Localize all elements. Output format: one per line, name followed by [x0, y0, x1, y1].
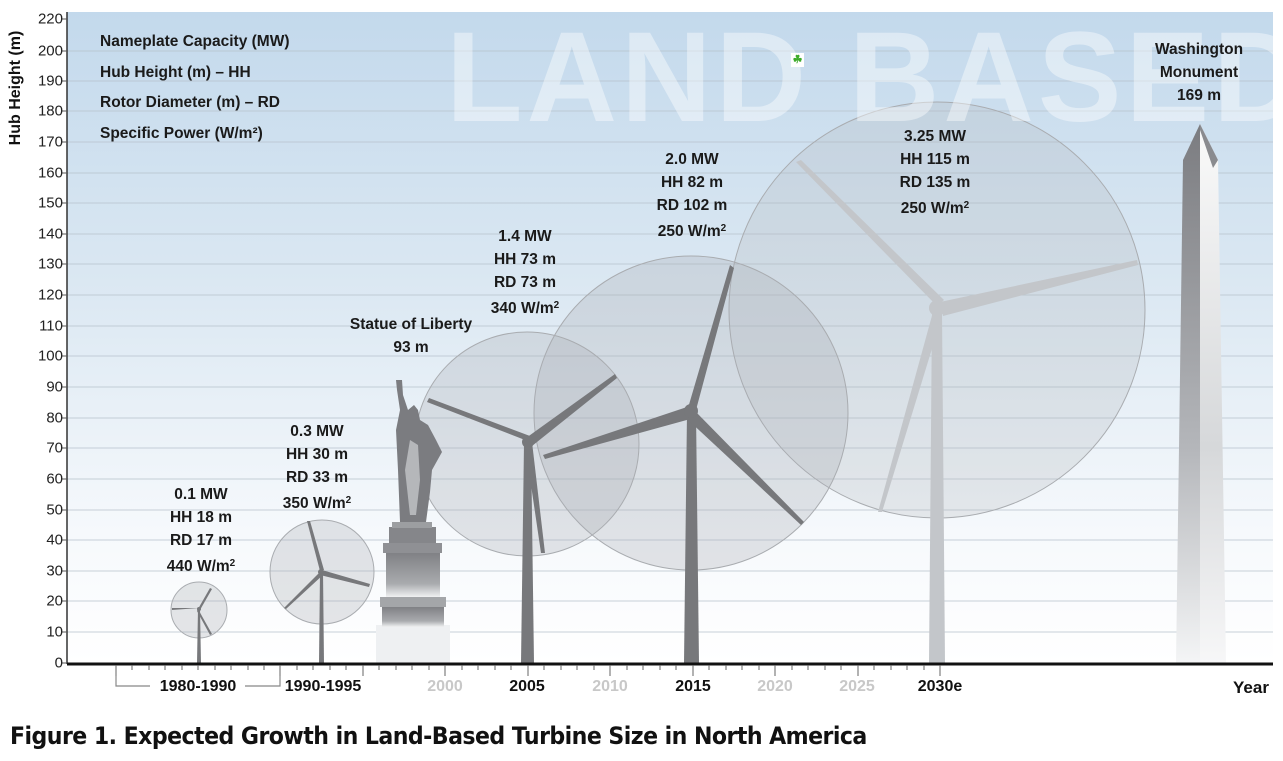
- legend-item-specific-power: Specific Power (W/m²): [100, 124, 263, 142]
- statue-of-liberty-icon: [376, 380, 450, 663]
- turbine-1990-1995-icon: [284, 521, 370, 663]
- figure-caption: Figure 1. Expected Growth in Land-Based …: [10, 722, 867, 750]
- y-tick-label: 0: [54, 654, 63, 672]
- y-tick-label: 170: [37, 133, 63, 151]
- legend: Nameplate Capacity (MW) Hub Height (m) –…: [100, 27, 289, 149]
- y-tick-label: 90: [46, 378, 63, 396]
- y-tick-label: 180: [37, 102, 63, 120]
- period-brackets: [115, 676, 281, 687]
- washington-monument-icon: [1176, 124, 1226, 663]
- turbine-1980-1990-icon: [172, 588, 212, 663]
- y-tick-marks: [61, 18, 67, 664]
- x-tick-marks: [115, 665, 941, 676]
- y-tick-label: 80: [46, 409, 63, 427]
- annotation-washington-monument: Washington Monument 169 m: [1154, 41, 1244, 104]
- y-tick-label: 20: [46, 592, 63, 610]
- y-tick-label: 50: [46, 501, 63, 519]
- x-tick-label: 2020: [757, 678, 793, 695]
- legend-item-capacity: Nameplate Capacity (MW): [100, 33, 290, 50]
- watermark: LAND BASED: [446, 6, 1283, 149]
- y-tick-label: 120: [37, 286, 63, 304]
- x-tick-label: 1980-1990: [159, 678, 237, 695]
- x-tick-label: 2010: [592, 678, 628, 695]
- y-tick-label: 10: [46, 623, 63, 641]
- x-tick-label: 2025: [839, 678, 875, 695]
- x-tick-label: 2000: [427, 678, 463, 695]
- annotation-2015: 2.0 MW HH 82 m RD 102 m 250 W/m2: [656, 151, 728, 240]
- y-tick-label: 200: [37, 42, 63, 60]
- y-tick-label: 110: [39, 317, 63, 335]
- plot-background: [67, 12, 1273, 663]
- annotation-statue-of-liberty: Statue of Liberty 93 m: [349, 316, 473, 356]
- gridlines: [67, 50, 1273, 633]
- x-axis-title: Year: [1233, 678, 1269, 697]
- annotation-1980-1990: 0.1 MW HH 18 m RD 17 m 440 W/m2: [166, 486, 236, 575]
- legend-item-rotor-diameter: Rotor Diameter (m) – RD: [100, 94, 280, 112]
- x-tick-label: 2005: [509, 678, 545, 695]
- y-tick-label: 30: [46, 562, 63, 580]
- y-tick-label: 130: [37, 255, 63, 273]
- leaf-icon: ☘: [791, 53, 804, 67]
- x-tick-label: 2030e: [917, 678, 963, 695]
- y-tick-label: 70: [46, 439, 63, 457]
- y-tick-label: 160: [37, 164, 63, 182]
- annotation-1990-1995: 0.3 MW HH 30 m RD 33 m 350 W/m2: [282, 423, 352, 512]
- y-tick-label: 150: [37, 194, 63, 212]
- annotation-2030e: 3.25 MW HH 115 m RD 135 m 250 W/m2: [899, 128, 971, 217]
- turbine-2005-icon: [427, 374, 617, 663]
- x-tick-label: 1990-1995: [284, 678, 362, 695]
- turbine-2015-icon: [543, 265, 804, 663]
- chart-canvas: [61, 12, 1273, 687]
- y-tick-label: 220: [37, 10, 63, 28]
- turbine-2030e-icon: [796, 160, 1138, 663]
- y-axis-title: Hub Height (m): [7, 30, 24, 146]
- y-tick-label: 190: [37, 72, 63, 90]
- y-tick-label: 140: [37, 225, 63, 243]
- y-tick-label: 60: [46, 470, 63, 488]
- x-tick-label: 2015: [675, 678, 711, 695]
- y-tick-label: 40: [46, 531, 63, 549]
- annotation-2005: 1.4 MW HH 73 m RD 73 m 340 W/m2: [490, 228, 560, 317]
- legend-item-hub-height: Hub Height (m) – HH: [100, 63, 251, 81]
- y-tick-label: 100: [37, 347, 63, 365]
